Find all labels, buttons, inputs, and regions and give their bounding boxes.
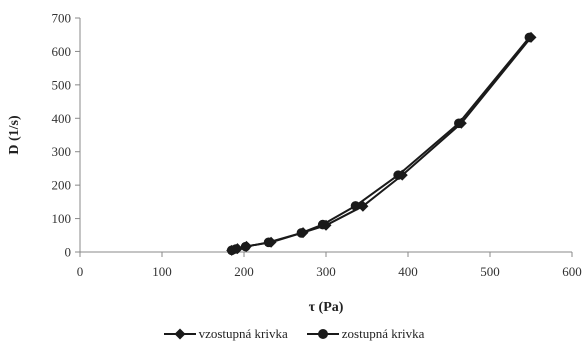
legend-item-series-0: vzostupná krivka bbox=[163, 326, 288, 342]
y-tick-label: 400 bbox=[52, 111, 72, 126]
series-1-point bbox=[231, 244, 241, 254]
legend-marker-circle-icon bbox=[306, 329, 339, 339]
x-tick-label: 400 bbox=[398, 264, 418, 279]
y-tick-label: 0 bbox=[65, 245, 72, 260]
series-1-point bbox=[454, 118, 464, 129]
y-tick-label: 200 bbox=[52, 178, 72, 193]
legend-item-series-1: zostupná krivka bbox=[306, 326, 425, 342]
legend-marker-diamond-icon bbox=[163, 328, 196, 340]
y-tick-label: 300 bbox=[52, 144, 72, 159]
x-tick-label: 100 bbox=[152, 264, 172, 279]
legend: vzostupná krivka zostupná krivka bbox=[0, 326, 587, 342]
x-tick-label: 300 bbox=[316, 264, 336, 279]
y-tick-label: 100 bbox=[52, 211, 72, 226]
series-1-point bbox=[240, 241, 251, 252]
x-tick-label: 200 bbox=[234, 264, 254, 279]
series-1-point bbox=[350, 201, 361, 211]
y-tick-label: 600 bbox=[52, 44, 72, 59]
series-0-line bbox=[231, 36, 532, 252]
series-1-point bbox=[393, 170, 403, 180]
series-1-point bbox=[524, 32, 535, 43]
x-tick-label: 500 bbox=[480, 264, 500, 279]
series-1-line bbox=[231, 36, 531, 252]
x-axis-title: τ (Pa) bbox=[309, 300, 344, 315]
y-axis-title: D (1/s) bbox=[7, 115, 22, 155]
y-tick-label: 700 bbox=[52, 11, 72, 26]
x-tick-label: 0 bbox=[77, 264, 84, 279]
plot-area: 0 100 200 300 400 500 600 700 0 100 200 300 400 500 60… bbox=[52, 11, 582, 280]
x-tick-label: 600 bbox=[562, 264, 582, 279]
y-tick-label: 500 bbox=[52, 77, 72, 92]
legend-label-series-1: zostupná krivka bbox=[341, 326, 425, 341]
series-1-point bbox=[263, 237, 274, 248]
chart: 0 100 200 300 400 500 600 700 0 100 200 300 400 500 60… bbox=[7, 11, 582, 316]
legend-label-series-0: vzostupná krivka bbox=[198, 326, 288, 341]
series-1-point bbox=[317, 219, 328, 230]
series-1-point bbox=[296, 228, 307, 238]
